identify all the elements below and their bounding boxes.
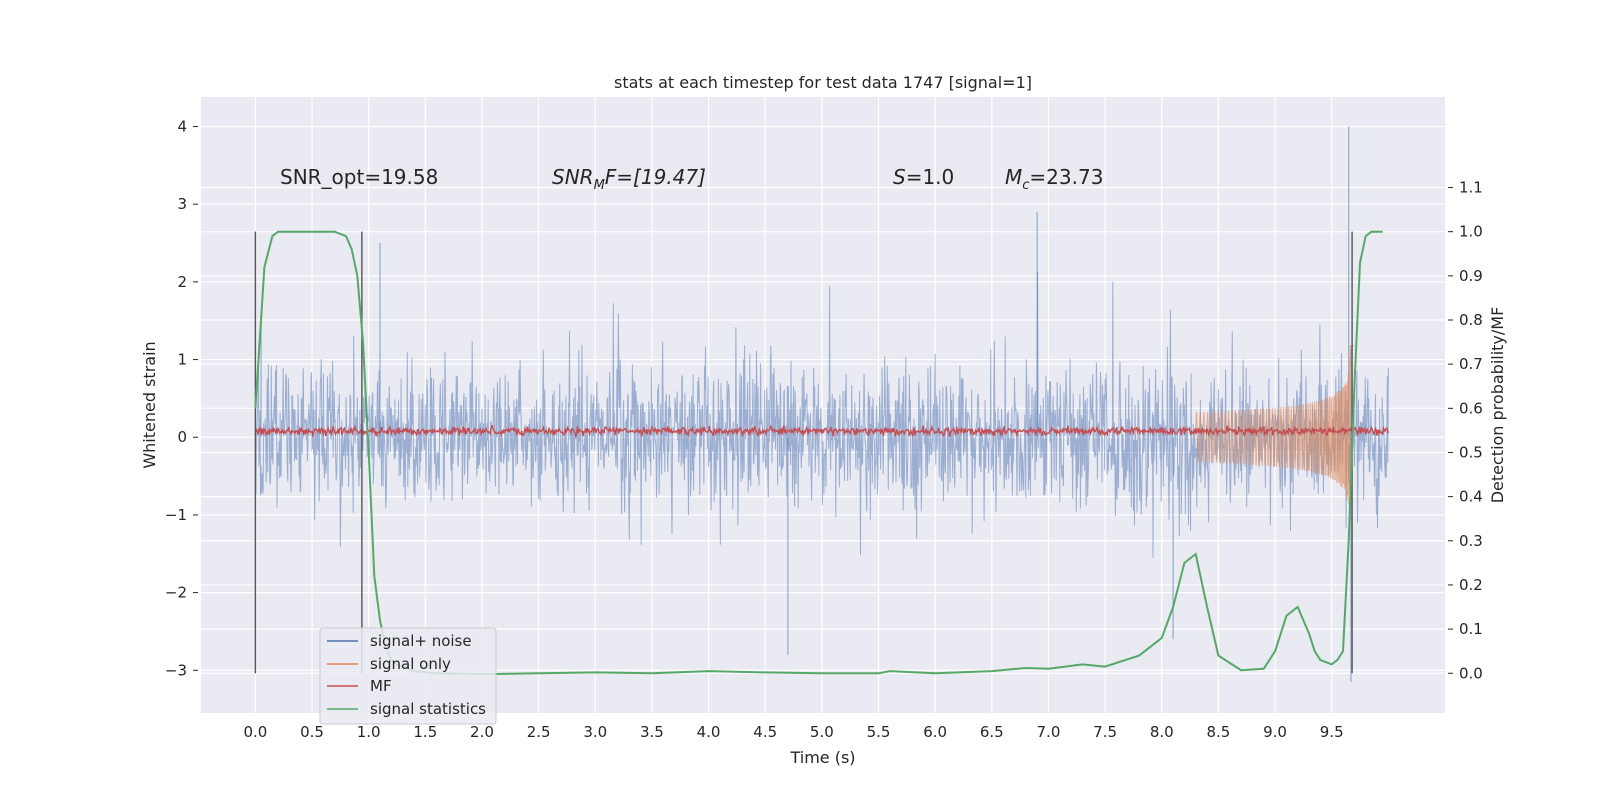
legend-label-signal-only: signal only xyxy=(370,655,451,673)
y2-tick-labels: 1.1 1.0 0.9 0.8 0.7 0.6 0.5 0.4 0.3 0.2 0.1 0.0 xyxy=(1448,179,1483,682)
y-tick-label: −3 xyxy=(165,661,187,679)
legend-label-signal-statistics: signal statistics xyxy=(370,700,486,718)
y-tick-label: 4 xyxy=(177,118,187,136)
y-tick-label: −1 xyxy=(165,506,187,524)
y-axis-label: Whitened strain xyxy=(140,341,159,468)
y2-tick-label: 0.9 xyxy=(1459,267,1483,285)
x-tick-label: 4.0 xyxy=(697,723,721,741)
annotation-snr-mf: SNRMF=[19.47] xyxy=(552,165,706,193)
y2-tick-label: 0.8 xyxy=(1459,311,1483,329)
chart-title: stats at each timestep for test data 174… xyxy=(614,73,1032,92)
x-tick-label: 3.0 xyxy=(583,723,607,741)
annotation-mc-rest: =23.73 xyxy=(1029,165,1103,189)
x-tick-label: 7.0 xyxy=(1037,723,1061,741)
annotation-s: S=1.0 xyxy=(893,165,954,189)
x-tick-label: 0.5 xyxy=(300,723,324,741)
series-mf xyxy=(254,424,1390,439)
y2-axis-label: Detection probability/MF xyxy=(1488,307,1507,504)
x-tick-label: 2.5 xyxy=(527,723,551,741)
legend: signal+ noise signal only MF signal stat… xyxy=(319,627,497,725)
annotation-mc-base: M xyxy=(1005,165,1022,189)
y2-tick-label: 0.6 xyxy=(1459,399,1483,417)
annotation-snr-opt: SNR_opt=19.58 xyxy=(280,165,438,189)
x-axis-label: Time (s) xyxy=(789,748,855,767)
x-tick-labels: 0.0 0.5 1.0 1.5 2.0 2.5 3.0 3.5 4.0 4.5 5.0 5.5 6.0 6… xyxy=(243,723,1343,741)
annotation-snr-mf-sub: M xyxy=(594,178,605,193)
x-tick-label: 5.0 xyxy=(810,723,834,741)
annotation-mc-sub: c xyxy=(1022,178,1029,193)
legend-label-signal-noise: signal+ noise xyxy=(370,632,472,650)
annotation-snr-mf-base: SNR xyxy=(552,165,594,189)
series-signal-statistics xyxy=(254,230,1383,676)
series-signal-only xyxy=(1195,345,1355,516)
x-tick-label: 6.5 xyxy=(980,723,1004,741)
y2-tick-label: 0.2 xyxy=(1459,576,1483,594)
plot-background xyxy=(201,97,1445,713)
x-tick-label: 7.5 xyxy=(1093,723,1117,741)
mf-line xyxy=(254,424,1390,439)
x-tick-label: 6.0 xyxy=(923,723,947,741)
y2-tick-label: 1.0 xyxy=(1459,223,1483,241)
legend-label-mf: MF xyxy=(370,677,392,695)
y-tick-label: 1 xyxy=(177,351,187,369)
annotation-mc: Mc=23.73 xyxy=(1005,165,1103,193)
y2-tick-label: 1.1 xyxy=(1459,179,1483,197)
x-tick-label: 1.0 xyxy=(357,723,381,741)
y-tick-label: 2 xyxy=(177,273,187,291)
x-tick-label: 0.0 xyxy=(243,723,267,741)
y-tick-label: 3 xyxy=(177,195,187,213)
x-tick-label: 4.5 xyxy=(753,723,777,741)
annotation-s-rest: =1.0 xyxy=(906,165,955,189)
x-tick-label: 9.5 xyxy=(1320,723,1344,741)
x-tick-label: 5.5 xyxy=(867,723,891,741)
x-tick-label: 1.5 xyxy=(413,723,437,741)
y-tick-label: 0 xyxy=(177,428,187,446)
x-tick-label: 8.0 xyxy=(1150,723,1174,741)
x-tick-label: 3.5 xyxy=(640,723,664,741)
y2-tick-label: 0.7 xyxy=(1459,355,1483,373)
x-tick-label: 2.0 xyxy=(470,723,494,741)
signal-statistics-line xyxy=(254,230,1383,676)
signal-only-line xyxy=(1195,345,1355,516)
y2-tick-label: 0.4 xyxy=(1459,488,1483,506)
y2-tick-label: 0.0 xyxy=(1459,664,1483,682)
annotation-s-base: S xyxy=(893,165,906,189)
x-tick-label: 8.5 xyxy=(1206,723,1230,741)
y2-tick-label: 0.5 xyxy=(1459,443,1483,461)
annotation-snr-mf-rest: F=[19.47] xyxy=(605,165,706,189)
y-tick-label: −2 xyxy=(165,584,187,602)
legend-box xyxy=(319,627,497,725)
x-tick-label: 9.0 xyxy=(1263,723,1287,741)
y-tick-labels: 4 3 2 1 0 −1 −2 −3 xyxy=(165,118,198,679)
y2-tick-label: 0.1 xyxy=(1459,620,1483,638)
y2-tick-label: 0.3 xyxy=(1459,532,1483,550)
